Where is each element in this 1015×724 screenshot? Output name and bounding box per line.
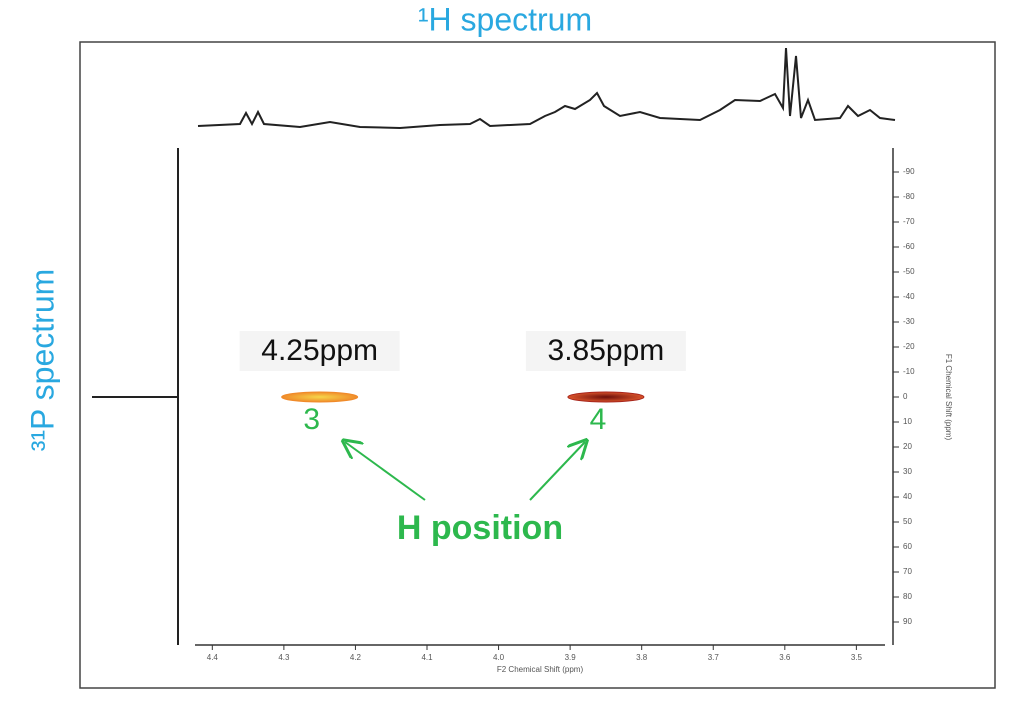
y-tick-label: -10: [903, 367, 915, 376]
y-tick-label: -20: [903, 342, 915, 351]
x-tick-label: 4.1: [421, 653, 433, 662]
y-axis-label: F1 Chemical Shift (ppm): [944, 354, 953, 441]
peak: [567, 391, 645, 403]
frame: [79, 41, 996, 689]
top-label: ¹H spectrum: [418, 1, 592, 37]
y-tick-label: -50: [903, 267, 915, 276]
y-tick-label: -80: [903, 192, 915, 201]
y-tick-label: -90: [903, 167, 915, 176]
left-label: ³¹P spectrum: [24, 269, 60, 452]
label-bg: [239, 331, 400, 371]
y-tick-label: 50: [903, 517, 912, 526]
x-tick-label: 3.8: [636, 653, 648, 662]
y-tick-label: 40: [903, 492, 912, 501]
x-tick-label: 4.4: [207, 653, 219, 662]
y-tick-label: 80: [903, 592, 912, 601]
y-tick-label: 0: [903, 392, 908, 401]
value-label: 3.85ppm: [548, 334, 665, 367]
arrow: [345, 442, 426, 501]
y-tick-label: 60: [903, 542, 912, 551]
x-tick-label: 3.9: [565, 653, 577, 662]
point-name: 4: [590, 403, 607, 436]
y-tick-label: 90: [903, 617, 912, 626]
y-tick-label: 70: [903, 567, 912, 576]
annotation: H position: [397, 509, 563, 547]
y-tick-label: 10: [903, 417, 912, 426]
arrow: [529, 442, 585, 501]
y-tick-label: -70: [903, 217, 915, 226]
x-tick-label: 3.6: [779, 653, 791, 662]
y-tick-label: 20: [903, 442, 912, 451]
y-tick-label: 30: [903, 467, 912, 476]
p-spectrum: [92, 148, 179, 645]
h-spectrum: [197, 47, 896, 130]
point-name: 3: [303, 403, 320, 436]
label-bg: [525, 331, 686, 371]
value-label: 4.25ppm: [261, 334, 378, 367]
x-tick-label: 4.3: [278, 653, 290, 662]
x-tick-label: 3.7: [708, 653, 720, 662]
y-tick-label: -40: [903, 292, 915, 301]
x-tick-label: 4.2: [350, 653, 362, 662]
y-tick-label: -60: [903, 242, 915, 251]
y-tick-label: -30: [903, 317, 915, 326]
x-axis-label: F2 Chemical Shift (ppm): [497, 665, 584, 674]
peak: [281, 391, 359, 403]
x-tick-label: 3.5: [851, 653, 863, 662]
x-tick-label: 4.0: [493, 653, 505, 662]
